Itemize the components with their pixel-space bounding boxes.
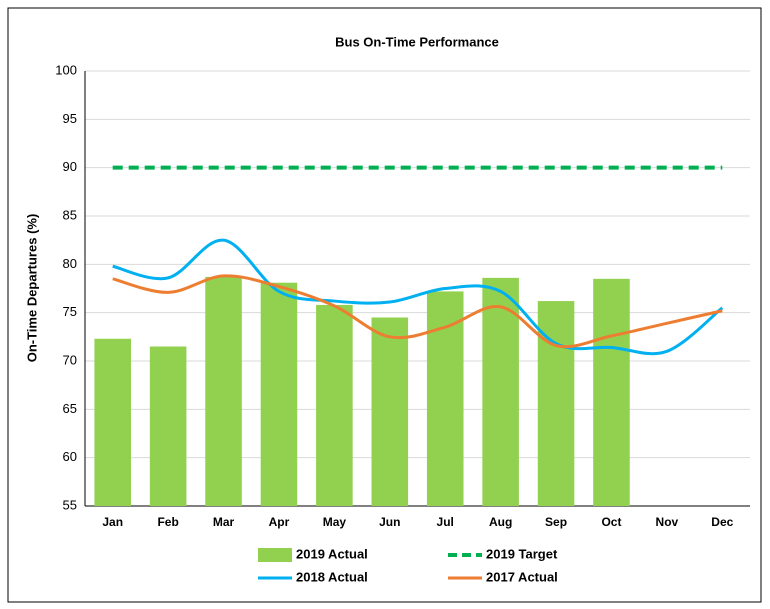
bar <box>205 276 242 506</box>
legend-label: 2017 Actual <box>486 569 558 584</box>
legend-label: 2018 Actual <box>296 569 368 584</box>
x-tick-label: May <box>323 515 347 529</box>
bar <box>316 304 353 506</box>
chart-title: Bus On-Time Performance <box>335 34 499 49</box>
y-tick-label: 80 <box>63 256 77 271</box>
y-tick-label: 60 <box>63 449 77 464</box>
y-axis-label: On-Time Departures (%) <box>24 214 39 363</box>
x-tick-label: Jun <box>379 515 400 529</box>
chart-frame <box>7 7 762 603</box>
bar <box>94 338 131 506</box>
bar <box>149 346 187 506</box>
y-tick-label: 100 <box>55 62 77 77</box>
y-tick-label: 75 <box>63 304 77 319</box>
bar <box>482 277 519 506</box>
y-tick-label: 65 <box>63 401 77 416</box>
legend-label: 2019 Target <box>486 546 558 561</box>
legend-label: 2019 Actual <box>296 546 368 561</box>
y-tick-label: 90 <box>63 159 77 174</box>
legend-swatch <box>258 548 292 562</box>
y-tick-label: 70 <box>63 352 77 367</box>
x-tick-label: Mar <box>213 515 235 529</box>
y-tick-label: 55 <box>63 497 77 512</box>
bar <box>426 291 464 506</box>
x-tick-label: Feb <box>157 515 178 529</box>
x-tick-label: Apr <box>269 515 290 529</box>
x-tick-label: Sep <box>545 515 567 529</box>
x-tick-label: Jul <box>437 515 454 529</box>
x-tick-label: Dec <box>711 515 733 529</box>
x-tick-label: Jan <box>102 515 123 529</box>
line <box>112 238 724 356</box>
x-tick-label: Aug <box>489 515 512 529</box>
x-tick-label: Oct <box>601 515 621 529</box>
x-tick-label: Nov <box>656 515 679 529</box>
y-tick-label: 95 <box>63 111 77 126</box>
y-tick-label: 85 <box>63 207 77 222</box>
bar <box>593 278 630 506</box>
bar <box>371 317 409 506</box>
bar <box>260 282 298 506</box>
line <box>112 274 723 349</box>
